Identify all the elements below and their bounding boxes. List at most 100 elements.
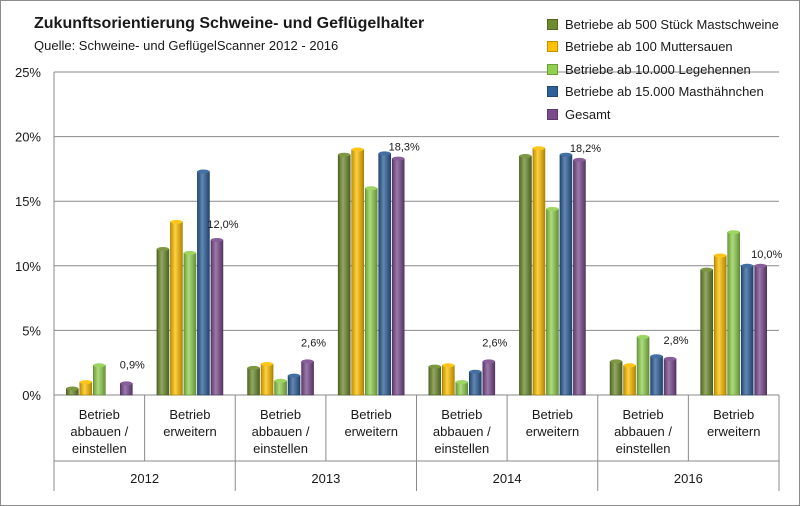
bar-2-0-3 <box>469 371 482 396</box>
bar-top <box>261 361 274 366</box>
bar-top <box>301 359 314 364</box>
bar-2-0-4 <box>482 361 496 396</box>
bar-0-1-3 <box>197 171 210 396</box>
bar-top <box>519 153 532 158</box>
bar-top <box>482 359 495 364</box>
legend-label: Gesamt <box>565 106 611 122</box>
y-tick-label: 20% <box>15 130 41 145</box>
category-label: Betrieb erweitern <box>707 407 760 439</box>
bar-top <box>365 186 378 191</box>
bar-1-1-1 <box>351 149 364 396</box>
bar-3-0-4 <box>663 358 677 396</box>
bar-top <box>156 247 169 252</box>
legend-item: Betriebe ab 15.000 Masthähnchen <box>547 81 779 104</box>
bar-top <box>210 237 223 242</box>
bar-top <box>93 363 106 368</box>
bar-3-1-0 <box>700 269 713 396</box>
bar-top <box>428 364 441 369</box>
bar-2-1-2 <box>546 208 559 396</box>
year-label: 2014 <box>493 471 522 486</box>
bar-top <box>455 380 468 385</box>
bar-top <box>338 152 351 157</box>
y-tick-label: 15% <box>15 194 41 209</box>
bar-top <box>197 169 210 174</box>
bar-0-0-2 <box>93 364 106 396</box>
chart-legend: Betriebe ab 500 Stück Mastschweine Betri… <box>547 13 779 126</box>
bar-1-1-4 <box>391 158 405 396</box>
bar-3-0-2 <box>636 336 650 396</box>
legend-item: Betriebe ab 100 Muttersauen <box>547 36 779 59</box>
bar-top <box>700 267 713 272</box>
bar-top <box>378 151 391 156</box>
bar-top <box>274 378 287 383</box>
category-label: Betrieb abbauen / einstellen <box>70 407 128 456</box>
bar-3-0-0 <box>609 361 623 396</box>
year-label: 2013 <box>311 471 340 486</box>
bar-1-0-3 <box>287 375 301 396</box>
bar-top <box>559 152 572 157</box>
category-label: Betrieb erweitern <box>344 407 397 439</box>
bar-top <box>79 380 92 385</box>
bar-top <box>623 363 636 368</box>
legend-swatch <box>547 18 558 30</box>
legend-label: Betriebe ab 100 Muttersauen <box>565 39 733 55</box>
chart-subtitle: Quelle: Schweine- und GeflügelScanner 20… <box>34 38 339 53</box>
legend-swatch <box>547 63 558 75</box>
bar-2-0-0 <box>428 366 442 396</box>
year-label: 2016 <box>674 471 703 486</box>
bar-top <box>392 156 405 161</box>
bar-3-0-1 <box>623 364 636 396</box>
legend-swatch <box>547 86 558 98</box>
y-tick-label: 0% <box>22 388 41 403</box>
bar-3-1-2 <box>727 231 740 396</box>
bar-1-1-2 <box>364 187 378 396</box>
bar-1-0-1 <box>260 363 274 396</box>
legend-item: Betriebe ab 500 Stück Mastschweine <box>547 13 779 36</box>
y-tick-label: 5% <box>22 323 41 338</box>
bar-top <box>650 354 663 359</box>
year-label: 2012 <box>130 471 159 486</box>
bar-top <box>170 219 183 224</box>
bar-0-1-4 <box>210 239 224 396</box>
bar-top <box>573 157 586 162</box>
bar-0-1-1 <box>170 221 183 396</box>
bar-top <box>610 359 623 364</box>
legend-label: Betriebe ab 15.000 Masthähnchen <box>565 84 764 100</box>
bar-top <box>120 381 133 386</box>
data-label: 0,9% <box>120 359 145 371</box>
data-label: 10,0% <box>751 249 782 261</box>
bar-2-1-0 <box>519 155 532 396</box>
legend-item: Betriebe ab 10.000 Legehennen <box>547 58 779 81</box>
legend-swatch <box>547 41 558 53</box>
bar-top <box>714 253 727 258</box>
data-label: 2,8% <box>664 335 689 347</box>
bar-top <box>469 369 482 374</box>
bar-2-1-3 <box>559 154 573 396</box>
data-label: 18,3% <box>389 142 420 154</box>
category-label: Betrieb abbauen / einstellen <box>252 407 310 456</box>
bar-top <box>532 146 545 151</box>
bar-top <box>351 147 364 152</box>
bar-2-0-1 <box>442 364 455 396</box>
data-label: 12,0% <box>207 219 238 231</box>
bar-1-0-0 <box>247 367 260 396</box>
data-label: 2,6% <box>301 337 326 349</box>
bar-top <box>664 356 677 361</box>
bar-top <box>66 386 79 391</box>
category-label: Betrieb abbauen / einstellen <box>433 407 491 456</box>
bar-top <box>637 334 650 339</box>
chart-title: Zukunftsorientierung Schweine- und Geflü… <box>34 15 425 32</box>
bar-top <box>727 230 740 235</box>
bar-3-1-1 <box>713 255 727 396</box>
y-tick-label: 10% <box>15 259 41 274</box>
bar-3-1-4 <box>754 265 767 396</box>
bar-0-1-2 <box>183 252 197 396</box>
bar-1-0-2 <box>274 380 287 396</box>
data-label: 2,6% <box>482 337 507 349</box>
y-tick-label: 25% <box>15 65 41 80</box>
bar-top <box>546 206 559 211</box>
bar-top <box>442 363 455 368</box>
bar-2-1-1 <box>532 147 546 396</box>
